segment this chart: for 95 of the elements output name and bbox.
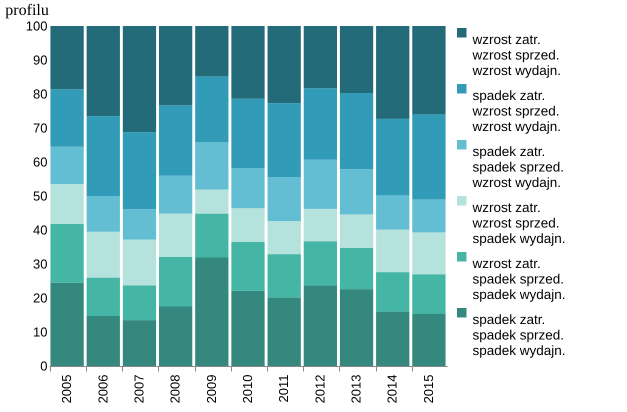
bar: [376, 230, 410, 272]
bar: [195, 214, 228, 258]
bar: [231, 168, 265, 208]
bar: [50, 282, 84, 366]
bar: [158, 306, 192, 366]
bar: [122, 132, 156, 210]
bar: [412, 274, 446, 314]
bar: [268, 26, 301, 104]
bar: [304, 241, 338, 286]
bar: [268, 176, 301, 222]
bar: [231, 26, 265, 99]
x-tick-label: 2007: [131, 374, 146, 404]
legend-label: wzrost zatr. wzrost sprzed. spadek wydajn.: [472, 200, 566, 246]
bar: [195, 26, 228, 76]
chart-title: profilu: [5, 2, 49, 19]
x-tick-label: 2005: [59, 374, 74, 404]
x-tick-label: 2011: [276, 374, 292, 402]
bar: [268, 298, 301, 366]
legend-label: wzrost zatr. wzrost sprzed. wzrost wydajn.: [472, 32, 562, 78]
bar: [122, 240, 156, 286]
bar: [268, 103, 301, 177]
bar: [412, 114, 446, 200]
bar: [158, 176, 192, 214]
x-tick-label: 2008: [168, 374, 183, 404]
bar: [376, 272, 410, 312]
bar: [122, 320, 156, 366]
bar: [231, 290, 265, 366]
bar: [86, 196, 120, 232]
bar: [50, 184, 84, 224]
y-tick-label: 20: [33, 290, 48, 306]
bar: [376, 118, 410, 196]
bar: [158, 214, 192, 257]
bar: [304, 285, 338, 366]
legend-label: wzrost zatr. spadek sprzed. spadek wydajn.: [472, 256, 566, 302]
legend-label: spadek zatr. spadek sprzed. spadek wydajn.: [472, 312, 566, 358]
x-tick-label: 2006: [95, 374, 110, 404]
bar: [304, 88, 338, 160]
y-tick-label: 40: [33, 222, 48, 238]
bar: [340, 289, 374, 366]
bar: [122, 26, 156, 132]
bar: [231, 98, 265, 168]
bar: [86, 232, 120, 278]
bar: [376, 195, 410, 230]
x-tick-label: 2014: [384, 374, 400, 404]
bar: [195, 76, 228, 142]
bar: [340, 92, 374, 170]
y-tick-label: 10: [33, 324, 48, 340]
bar: [376, 26, 410, 119]
bar: [412, 199, 446, 232]
bar: [304, 26, 338, 88]
bar: [158, 26, 192, 106]
bar: [231, 242, 265, 291]
legend-label: spadek zatr. spadek sprzed. wzrost wydajn.: [472, 144, 564, 190]
bar: [412, 314, 446, 366]
bar: [412, 26, 446, 114]
bar: [340, 169, 374, 214]
x-tick-label: 2010: [240, 374, 255, 404]
y-tick-label: 60: [33, 154, 48, 170]
y-tick-label: 90: [33, 52, 48, 68]
bar: [158, 256, 192, 306]
bar: [195, 190, 228, 214]
bar: [340, 248, 374, 290]
bar: [304, 208, 338, 242]
y-tick-label: 100: [26, 18, 48, 34]
bar: [50, 26, 84, 90]
y-tick-label: 70: [33, 120, 48, 136]
bar: [340, 214, 374, 248]
bar: [50, 89, 84, 147]
bar: [122, 209, 156, 240]
bar: [158, 105, 192, 176]
bar: [340, 26, 374, 93]
y-tick-label: 0: [40, 358, 48, 374]
x-tick-label: 2013: [348, 374, 364, 404]
bar: [268, 221, 301, 254]
bar: [231, 208, 265, 242]
bar: [86, 26, 120, 116]
y-tick-label: 80: [33, 86, 48, 102]
x-tick-label: 2012: [312, 374, 328, 404]
x-tick-label: 2015: [420, 374, 436, 404]
y-tick-label: 50: [33, 188, 48, 204]
bar: [195, 258, 228, 366]
bar: [86, 116, 120, 196]
bar: [122, 285, 156, 320]
legend-label: spadek zatr. wzrost sprzed. wzrost wydajn.: [472, 88, 562, 134]
bar: [376, 312, 410, 366]
bar: [86, 316, 120, 366]
bar: [412, 232, 446, 274]
bar: [50, 224, 84, 283]
x-tick-label: 2009: [204, 374, 219, 404]
bar: [50, 146, 84, 184]
bar: [195, 142, 228, 190]
y-tick-label: 30: [33, 256, 48, 272]
bar: [86, 278, 120, 316]
bar: [304, 160, 338, 209]
bar: [268, 254, 301, 298]
